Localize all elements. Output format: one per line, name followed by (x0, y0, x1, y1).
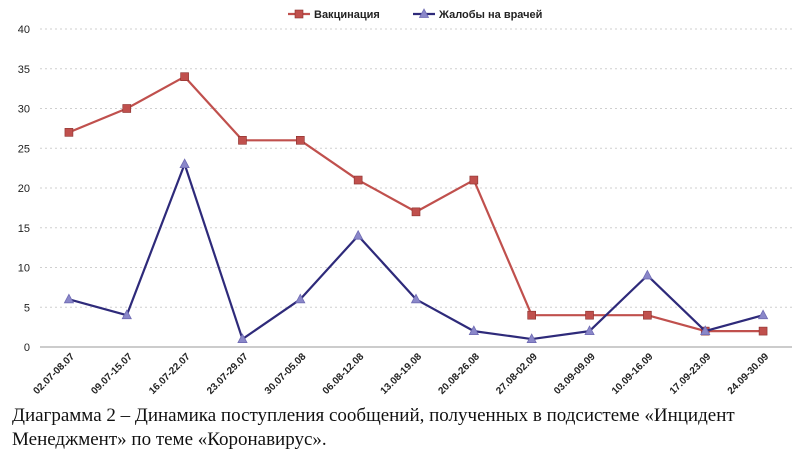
data-point (353, 175, 363, 185)
y-tick-label: 5 (24, 302, 30, 314)
series-line (68, 163, 764, 341)
data-point (179, 158, 190, 169)
y-tick-label: 40 (18, 24, 30, 36)
gridlines (40, 28, 792, 308)
data-point (121, 309, 132, 320)
x-tick-label: 03.09-09.09 (552, 351, 598, 397)
x-tick-label: 27.08-02.09 (494, 351, 540, 397)
data-point (584, 325, 595, 336)
y-tick-label: 30 (18, 104, 30, 116)
x-axis: 02.07-08.07 09.07-15.07 16.07-22.07 23.07-2… (32, 346, 792, 397)
data-point (643, 310, 652, 320)
series-group (63, 72, 769, 343)
data-point (527, 310, 536, 320)
legend: Вакцинация Жалобы на врачей (288, 8, 542, 21)
x-tick-label: 06.08-12.08 (321, 351, 367, 397)
y-tick-label: 15 (18, 223, 30, 235)
data-point (122, 104, 132, 113)
data-point (469, 175, 479, 185)
y-axis: 0 5 10 15 20 25 30 35 40 (18, 24, 30, 354)
y-tick-label: 20 (18, 183, 30, 195)
legend-marker (294, 9, 304, 19)
x-tick-label: 10.09-16.09 (610, 351, 656, 397)
x-tick-label: 30.07-05.08 (263, 351, 309, 397)
data-point (237, 333, 248, 343)
y-tick-label: 10 (18, 263, 30, 275)
line-chart: 0 5 10 15 20 25 30 35 40 02.07-08.07 09.07-15.07 1… (18, 8, 792, 397)
x-tick-label: 20.08-26.08 (436, 351, 482, 397)
y-tick-label: 0 (24, 342, 30, 354)
series-vaccination (64, 72, 768, 336)
x-tick-label: 23.07-29.07 (205, 351, 251, 397)
series-complaints (63, 158, 769, 343)
x-tick-label: 09.07-15.07 (89, 351, 135, 397)
data-point (757, 309, 769, 320)
y-tick-label: 35 (18, 64, 30, 76)
x-tick-label: 17.09-23.09 (668, 351, 714, 397)
data-point (410, 293, 422, 304)
series-line (68, 75, 764, 333)
data-point (63, 293, 75, 304)
x-tick-label: 13.08-19.08 (379, 351, 425, 397)
x-tick-label: 16.07-22.07 (147, 351, 193, 397)
x-tick-label: 24.09-30.09 (726, 351, 772, 397)
data-point (526, 333, 537, 343)
legend-label: Жалобы на врачей (438, 9, 542, 21)
data-point (642, 269, 653, 280)
data-point (295, 293, 306, 304)
data-point (468, 325, 480, 336)
data-point (296, 136, 305, 145)
data-point (411, 207, 421, 217)
data-point (758, 326, 768, 336)
y-tick-label: 25 (18, 143, 30, 155)
legend-marker (418, 8, 430, 18)
data-point (700, 325, 711, 336)
x-tick-label: 02.07-08.07 (32, 351, 78, 397)
legend-label: Вакцинация (314, 9, 380, 21)
figure-caption: Диаграмма 2 – Динамика поступления сообщ… (12, 405, 735, 450)
data-point (238, 136, 247, 145)
data-point (352, 229, 364, 240)
data-point (180, 72, 189, 81)
data-point (585, 310, 594, 320)
data-point (64, 128, 74, 137)
